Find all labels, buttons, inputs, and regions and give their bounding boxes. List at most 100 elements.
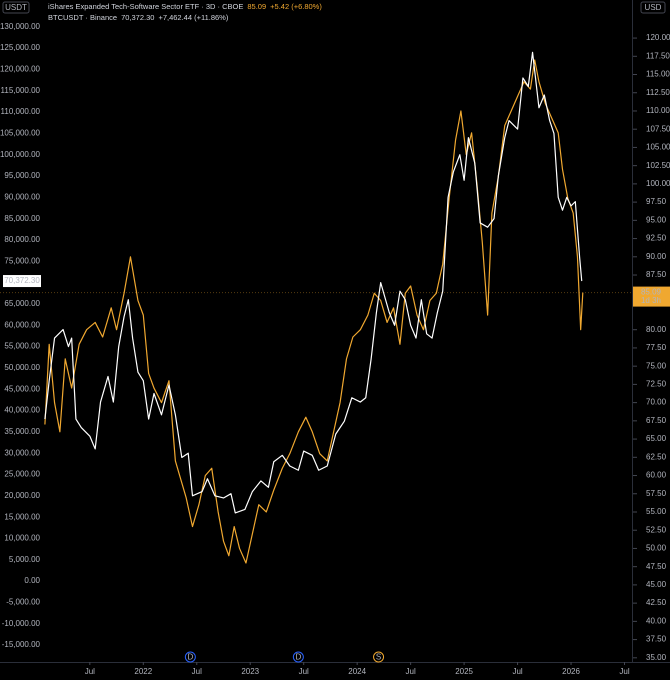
y-tick-label: 25,000.00 <box>4 470 40 479</box>
y-tick-label: 125,000.00 <box>0 43 41 52</box>
y2-tick-label: 112.50 <box>646 88 670 97</box>
event-label: S <box>376 653 381 662</box>
y2-tick-label: 117.50 <box>646 51 670 60</box>
y-tick-label: 40,000.00 <box>4 406 40 415</box>
legend-name: iShares Expanded Tech-Software Sector ET… <box>48 2 243 11</box>
y2-tick-label: 45.00 <box>646 580 667 589</box>
y2-tick-label: 75.00 <box>646 361 667 370</box>
legend-entry: iShares Expanded Tech-Software Sector ET… <box>48 2 322 11</box>
y2-tick-label: 90.00 <box>646 252 667 261</box>
y-tick-label: 130,000.00 <box>0 22 41 31</box>
y-tick-label: 75,000.00 <box>4 256 40 265</box>
y-tick-label: 30,000.00 <box>4 448 40 457</box>
y-tick-label: 95,000.00 <box>4 171 40 180</box>
y-tick-label: 105,000.00 <box>0 129 41 138</box>
y-tick-label: 90,000.00 <box>4 192 40 201</box>
x-tick-label: 2023 <box>241 667 259 676</box>
x-tick-label: Jul <box>619 667 629 676</box>
y2-tick-label: 62.50 <box>646 452 667 461</box>
y2-tick-label: 95.00 <box>646 215 667 224</box>
x-tick-label: 2024 <box>348 667 366 676</box>
unit-box <box>2 1 30 14</box>
y-unit: USDT <box>5 3 27 12</box>
legend-name: BTCUSDT · Binance <box>48 13 117 22</box>
y2-tick-label: 120.00 <box>646 33 670 42</box>
y2-tick-label: 92.50 <box>646 234 667 243</box>
y2-tick-label: 55.00 <box>646 507 667 516</box>
x-tick-label: 2026 <box>562 667 580 676</box>
y-tick-label: 0.00 <box>24 576 40 585</box>
legend-last: 70,372.30 <box>121 13 154 22</box>
y-tick-label: 45,000.00 <box>4 384 40 393</box>
plot-area <box>0 51 632 564</box>
y2-tick-label: 87.50 <box>646 270 667 279</box>
y2-tick-label: 72.50 <box>646 380 667 389</box>
y2-tick-label: 65.00 <box>646 434 667 443</box>
x-tick-label: Jul <box>85 667 95 676</box>
event-marker <box>292 651 304 663</box>
y-tick-label: 5,000.00 <box>9 555 41 564</box>
legend-change: +5.42 (+6.80%) <box>270 2 322 11</box>
y-tick-label: 55,000.00 <box>4 342 40 351</box>
event-marker <box>184 651 196 663</box>
y2-tick-label: 70.00 <box>646 398 667 407</box>
y2-tick-label: 102.50 <box>646 161 670 170</box>
y2-tick-label: 110.00 <box>646 106 670 115</box>
x-tick-label: 2025 <box>455 667 473 676</box>
overlay: 130,000.00 125,000.00 120,000.00 115,000.00… <box>0 22 670 676</box>
y-tick-label: -5,000.00 <box>6 598 40 607</box>
price-tag-label: 85.09 <box>641 288 662 297</box>
x-tick-label: Jul <box>299 667 309 676</box>
legend-entry: BTCUSDT · Binance 70,372.30 +7,462.44 (+11… <box>48 13 229 22</box>
event-label: D <box>295 653 301 662</box>
y2-tick-label: 80.00 <box>646 325 667 334</box>
y-tick-label: 35,000.00 <box>4 427 40 436</box>
y2-tick-label: 97.50 <box>646 197 667 206</box>
price-tag <box>633 286 670 307</box>
y-tick-label: 20,000.00 <box>4 491 40 500</box>
y-tick-label: 115,000.00 <box>1 86 41 95</box>
y2-tick-label: 77.50 <box>646 343 667 352</box>
y-tick-label: 10,000.00 <box>4 534 40 543</box>
series-line <box>44 59 584 564</box>
y-tick-label: -15,000.00 <box>2 640 41 649</box>
x-tick-label: Jul <box>512 667 522 676</box>
y2-tick-label: 52.50 <box>646 525 667 534</box>
y-tick-label: 100,000.00 <box>0 150 41 159</box>
y-tick-label: 50,000.00 <box>4 363 40 372</box>
y2-tick-label: 67.50 <box>646 416 667 425</box>
price-tag-label: 70,372.30 <box>4 276 40 285</box>
y2-tick-label: 60.00 <box>646 471 667 480</box>
event-marker <box>373 651 385 663</box>
y-tick-label: 60,000.00 <box>4 320 40 329</box>
unit-box <box>640 1 666 14</box>
y2-unit: USD <box>645 3 662 12</box>
legend-last: 85.09 <box>247 2 266 11</box>
price-tag <box>3 275 41 288</box>
y-tick-label: -10,000.00 <box>2 619 41 628</box>
event-label: D <box>187 653 193 662</box>
y2-tick-label: 115.00 <box>646 70 670 79</box>
x-tick-label: Jul <box>192 667 202 676</box>
x-tick-label: Jul <box>406 667 416 676</box>
y-tick-label: 15,000.00 <box>4 512 40 521</box>
y2-tick-label: 35.00 <box>646 653 667 662</box>
y2-tick-label: 47.50 <box>646 562 667 571</box>
y2-tick-label: 100.00 <box>646 179 670 188</box>
y2-tick-label: 57.50 <box>646 489 667 498</box>
x-tick-label: 2022 <box>134 667 152 676</box>
series-line <box>44 51 583 514</box>
legend-change: +7,462.44 (+11.86%) <box>158 13 228 22</box>
y2-tick-label: 50.00 <box>646 544 667 553</box>
y-tick-label: 80,000.00 <box>4 235 40 244</box>
y-tick-label: 85,000.00 <box>4 214 40 223</box>
y-tick-label: 65,000.00 <box>4 299 40 308</box>
y2-tick-label: 107.50 <box>646 124 670 133</box>
y-tick-label: 110,000.00 <box>1 107 41 116</box>
y2-tick-label: 37.50 <box>646 635 667 644</box>
y-tick-label: 120,000.00 <box>0 65 41 74</box>
countdown: 1d 3h <box>641 296 661 305</box>
y2-tick-label: 105.00 <box>646 143 670 152</box>
